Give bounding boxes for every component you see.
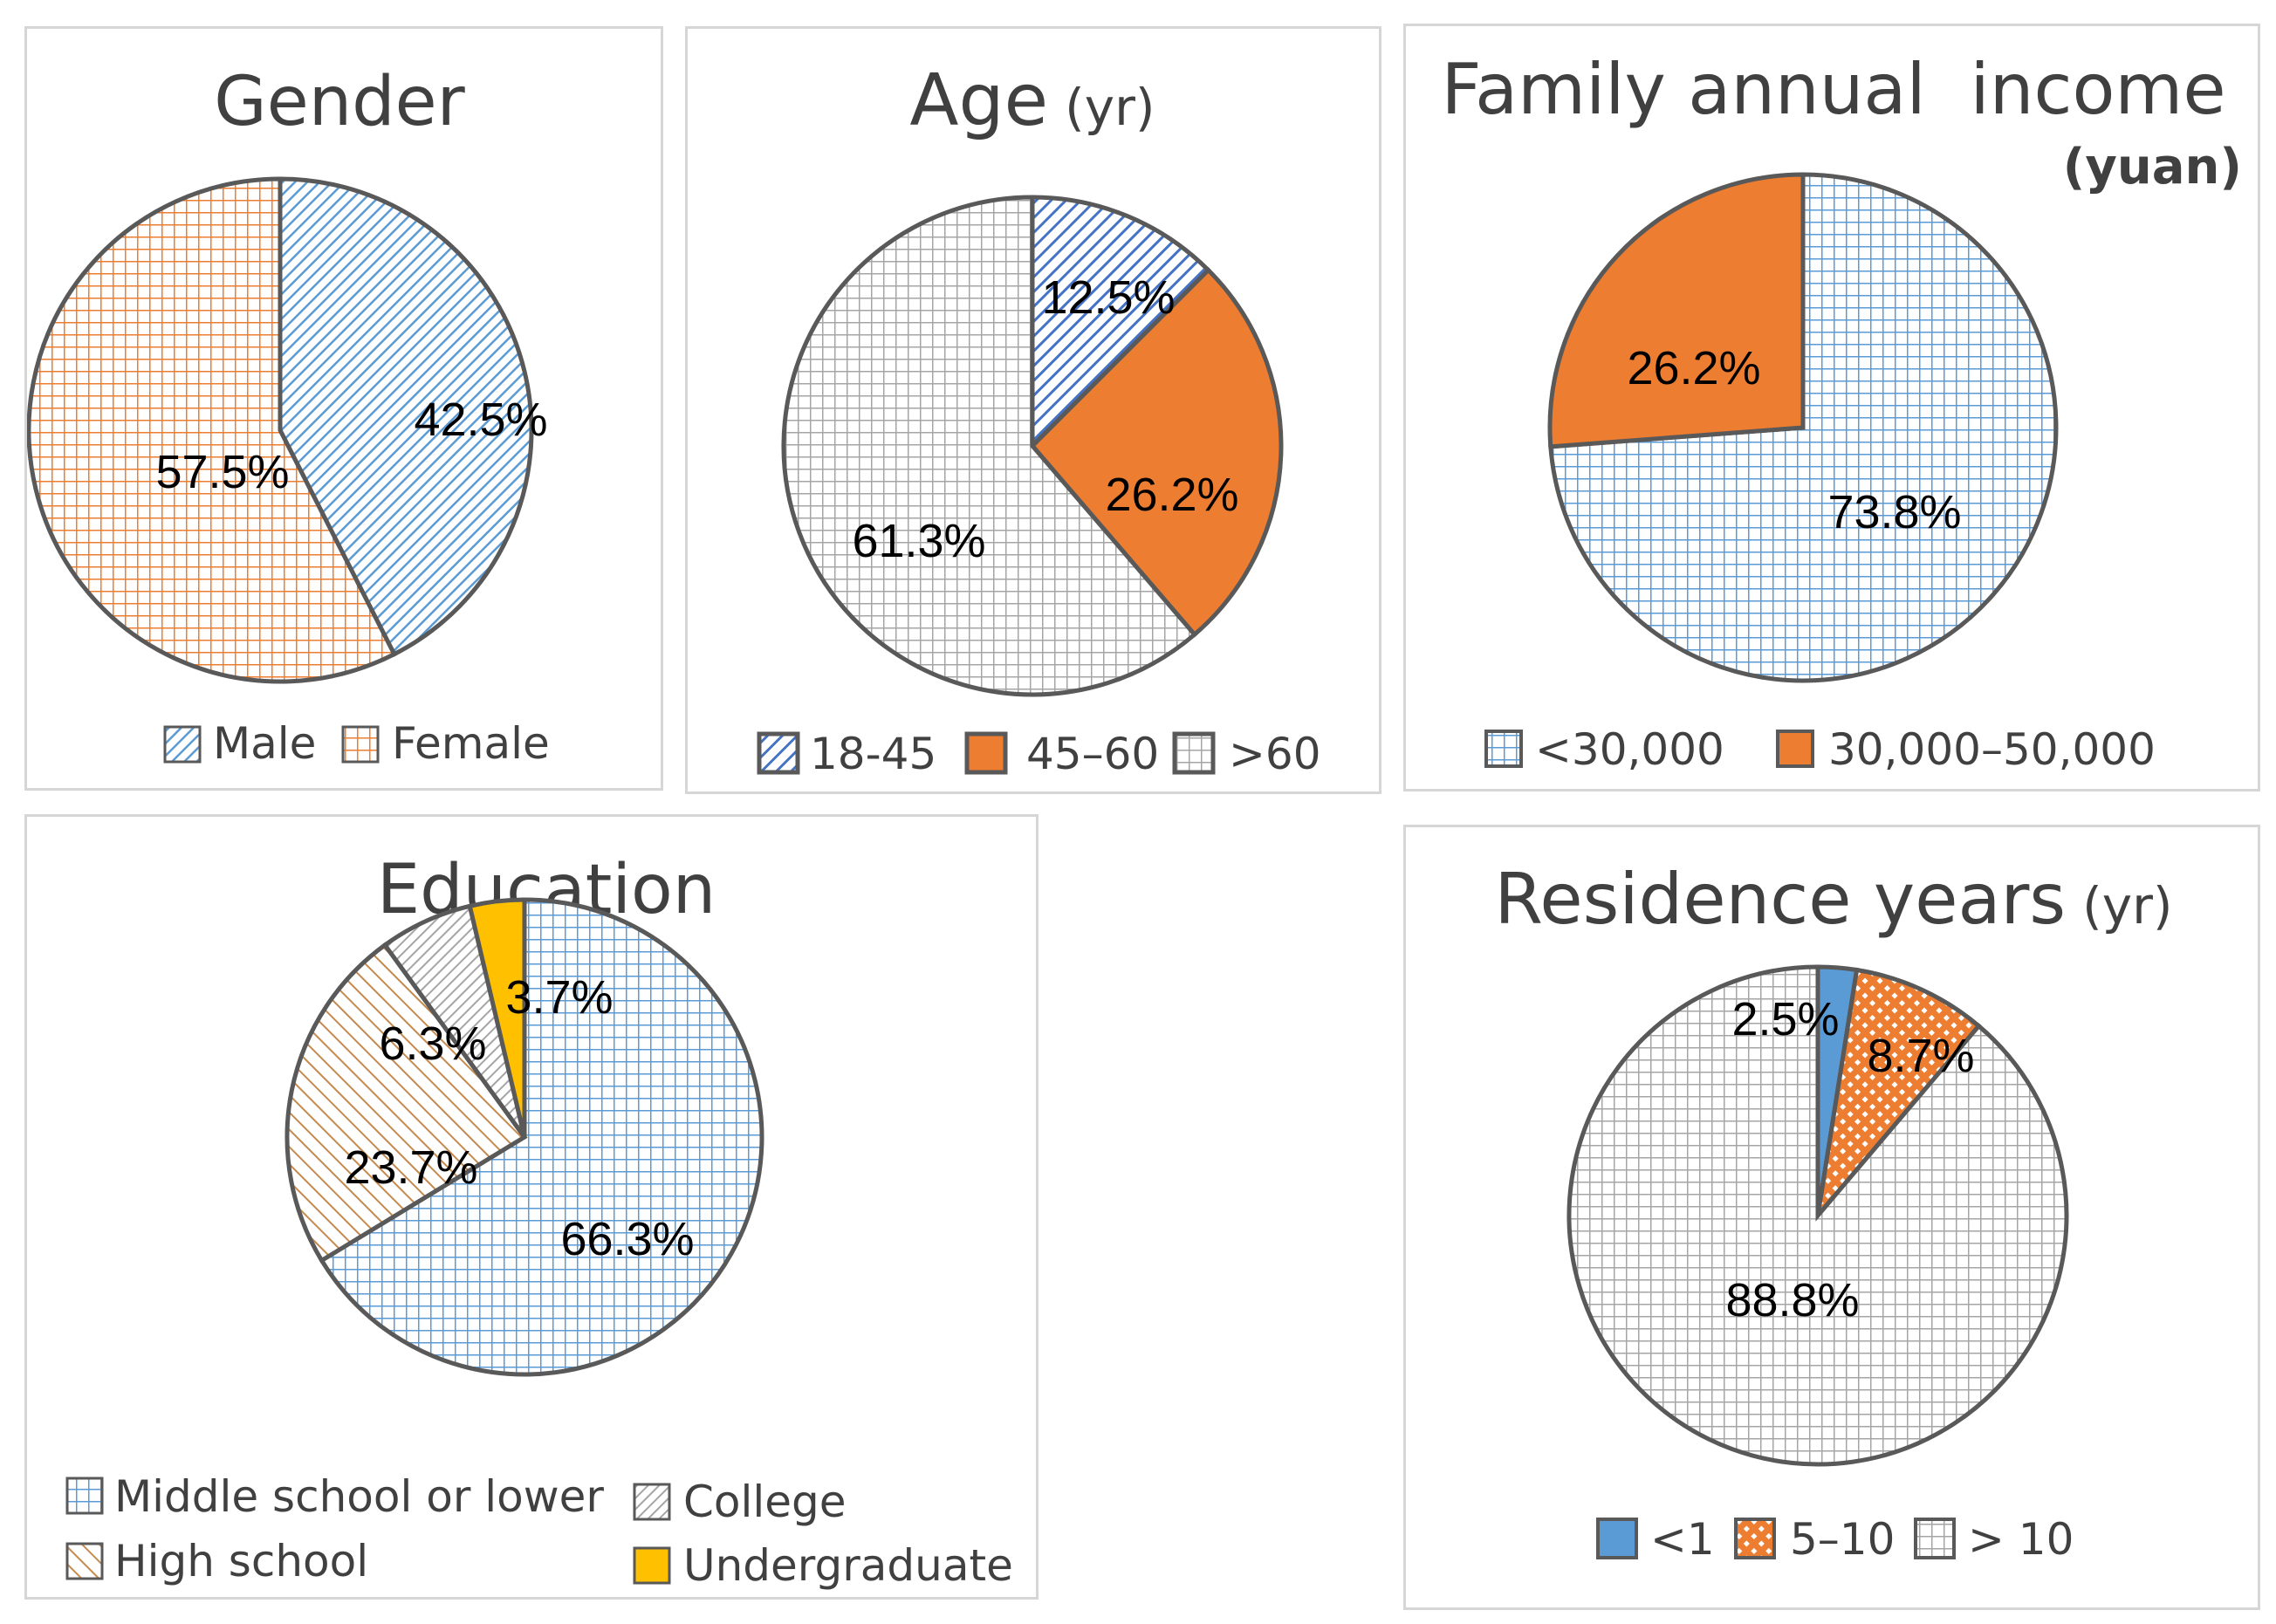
- education-slice-undergraduate: [467, 897, 527, 1138]
- income-chart-panel: Family annual income (yuan) 73.8% 26.2% …: [1403, 24, 2260, 791]
- age-legend-swatch-45-60: [964, 731, 1008, 775]
- education-label-middle-school: 66.3%: [560, 1213, 694, 1265]
- income-legend-under-30000: <30,000: [1535, 724, 1724, 775]
- gender-label-female: 57.5%: [155, 446, 289, 498]
- age-title-main: Age: [909, 59, 1048, 142]
- age-title: Age (yr): [909, 59, 1155, 142]
- gender-slice-male: [278, 176, 534, 657]
- residence-legend-under-1: <1: [1650, 1514, 1715, 1565]
- gender-legend-male: Male: [213, 718, 316, 769]
- income-slice-30000-50000: [1547, 172, 1806, 449]
- residence-label-5-10: 8.7%: [1867, 1030, 1974, 1082]
- residence-slice-over-10: [1566, 964, 2069, 1467]
- gender-label-male: 42.5%: [414, 394, 547, 446]
- age-slice-over-60: [781, 195, 1198, 697]
- gender-legend-female: Female: [392, 718, 550, 769]
- gender-slice-female: [27, 176, 398, 684]
- gender-chart-panel: Gender 42.5% 57.5% Male Female: [24, 26, 663, 791]
- residence-title: Residence years (yr): [1494, 859, 2172, 940]
- education-slice-middle-school: [319, 897, 764, 1377]
- income-pie-svg: Family annual income (yuan) 73.8% 26.2% …: [1441, 49, 2242, 775]
- residence-pie-svg: Residence years (yr) 2.5% 8.7% 88.8% <1 …: [1494, 859, 2172, 1565]
- residence-legend-over-10: > 10: [1968, 1514, 2074, 1565]
- age-slice-18-45: [1030, 195, 1212, 452]
- age-legend-over-60: >60: [1229, 729, 1321, 779]
- age-label-45-60: 26.2%: [1105, 469, 1238, 521]
- education-legend-college: College: [683, 1477, 847, 1527]
- income-title-unit: (yuan): [2063, 139, 2242, 195]
- income-title: Family annual income: [1441, 49, 2225, 130]
- income-label-under-30000: 73.8%: [1827, 486, 1961, 538]
- income-legend-30000-50000: 30,000–50,000: [1828, 724, 2156, 775]
- residence-label-over-10: 88.8%: [1725, 1274, 1859, 1326]
- education-legend-swatch-undergraduate: [633, 1546, 671, 1585]
- education-legend-undergraduate: Undergraduate: [683, 1540, 1013, 1591]
- age-chart-panel: Age (yr) 12.5% 26.2% 61.3% 18-45 45–60 >…: [685, 26, 1381, 794]
- age-slice-45-60: [1029, 266, 1284, 638]
- age-legend-45-60: 45–60: [1026, 729, 1159, 779]
- residence-legend-swatch-under-1: [1596, 1518, 1638, 1559]
- residence-legend-swatch-5-10: [1734, 1518, 1776, 1559]
- education-legend-high-school: High school: [114, 1536, 368, 1586]
- residence-title-unit: (yr): [2082, 876, 2172, 935]
- gender-pie-svg: Gender 42.5% 57.5% Male Female: [27, 63, 550, 769]
- income-legend-swatch-under-30000: [1484, 730, 1523, 768]
- gender-legend-swatch-male: [163, 725, 202, 764]
- residence-legend-5-10: 5–10: [1790, 1514, 1895, 1565]
- education-legend-swatch-middle-school: [65, 1477, 104, 1515]
- residence-label-under-1: 2.5%: [1731, 993, 1839, 1045]
- gender-title: Gender: [214, 63, 465, 141]
- education-label-high-school: 23.7%: [344, 1141, 477, 1194]
- residence-chart-panel: Residence years (yr) 2.5% 8.7% 88.8% <1 …: [1403, 825, 2260, 1610]
- education-slice-high-school: [284, 942, 528, 1264]
- age-legend-swatch-over-60: [1172, 731, 1216, 775]
- education-label-college: 6.3%: [379, 1018, 486, 1070]
- gender-legend-swatch-female: [341, 725, 380, 764]
- age-title-unit: (yr): [1065, 78, 1155, 137]
- income-label-30000-50000: 26.2%: [1627, 342, 1760, 394]
- education-chart-panel: Education 66.3% 23.7% 6.3% 3.7% Middle s…: [24, 814, 1039, 1600]
- education-legend-middle-school: Middle school or lower: [114, 1471, 604, 1522]
- residence-title-main: Residence years: [1494, 859, 2066, 940]
- education-pie-svg: Education 66.3% 23.7% 6.3% 3.7% Middle s…: [65, 851, 1013, 1591]
- residence-legend-swatch-over-10: [1914, 1518, 1956, 1559]
- age-legend-18-45: 18-45: [810, 729, 936, 779]
- income-legend-swatch-30000-50000: [1776, 730, 1814, 768]
- residence-slice-5-10: [1814, 967, 1982, 1223]
- age-label-over-60: 61.3%: [852, 515, 985, 567]
- education-label-undergraduate: 3.7%: [505, 971, 613, 1024]
- education-legend-swatch-college: [633, 1483, 671, 1521]
- age-legend-swatch-18-45: [757, 731, 800, 775]
- age-label-18-45: 12.5%: [1041, 271, 1175, 324]
- education-legend-swatch-high-school: [65, 1542, 104, 1580]
- age-pie-svg: Age (yr) 12.5% 26.2% 61.3% 18-45 45–60 >…: [757, 59, 1321, 779]
